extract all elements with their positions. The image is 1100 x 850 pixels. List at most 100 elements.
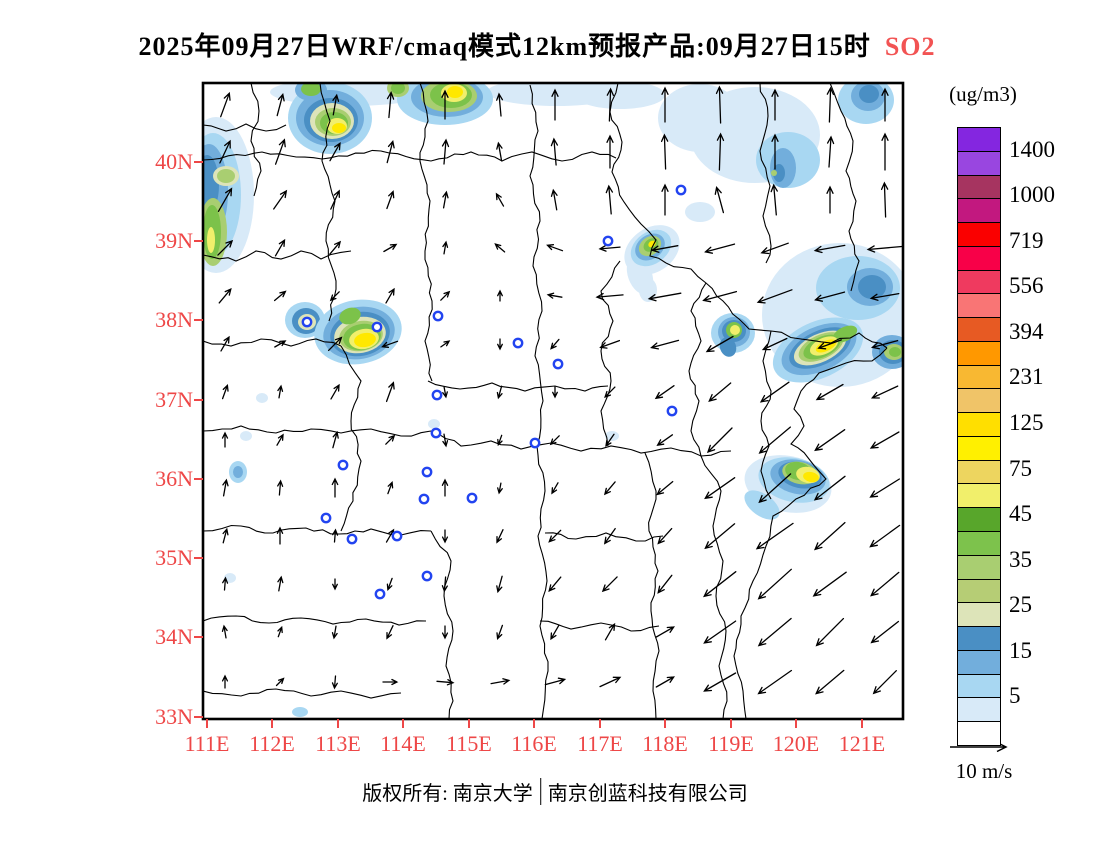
legend-color-cell [958,317,1000,341]
wind-arrow [760,242,789,255]
city-marker [666,405,678,417]
wind-arrow [755,522,794,550]
wind-arrow [544,677,567,686]
wind-arrow [551,482,559,495]
wind-arrow [826,86,835,123]
wind-arrow [604,622,616,641]
wind-arrow [497,338,503,351]
wind-arrow [387,480,394,495]
city-marker [374,588,386,600]
wind-arrow [604,386,616,398]
wind-arrow [327,336,343,352]
city-marker [675,184,687,196]
wind-arrow [647,292,682,302]
wind-arrow [550,338,560,350]
wind-arrow [220,91,231,118]
wind-arrow [277,479,284,496]
wind-scale-label: 10 m/s [955,759,1013,783]
wind-arrow [277,384,284,399]
wind-arrow [331,625,338,640]
legend-color-cell [958,340,1000,365]
city-marker [466,492,478,504]
lat-label-33N: 33N [155,704,193,729]
legend-label-1000: 1000 [1009,182,1055,208]
city-marker [421,570,433,582]
legend-color-cell [958,128,1000,151]
footer-separator [539,778,541,805]
lat-label-37N: 37N [155,387,193,412]
wind-arrow [385,434,396,445]
wind-arrow [654,385,675,400]
legend-color-cell [958,626,1000,650]
wind-arrow [606,87,615,122]
legend-label-125: 125 [1009,410,1044,435]
wind-arrow [869,524,901,548]
wind-arrow [385,287,395,304]
lat-label-38N: 38N [155,307,193,332]
legend-label-35: 35 [1009,546,1032,572]
city-marker [431,389,443,401]
lat-label-34N: 34N [155,624,193,649]
wind-arrow [814,429,846,452]
wind-arrow [330,189,340,210]
wind-arrow [277,625,283,638]
legend-label-45: 45 [1009,501,1032,527]
legend-color-cell [958,483,1000,508]
wind-arrow [222,527,229,544]
wind-arrow [441,576,448,593]
lat-label-40N: 40N [155,149,193,174]
wind-arrow [440,340,451,348]
city-marker [301,316,313,328]
wind-arrow [495,192,505,207]
legend-color-cell [958,673,1000,698]
lon-label-114E: 114E [380,731,426,756]
lon-label-118E: 118E [642,731,688,756]
lon-label-111E: 111E [184,731,230,756]
city-marker [430,427,442,439]
wind-arrow [276,433,284,446]
wind-arrow [815,669,845,695]
wind-arrow [546,292,563,299]
wind-arrow [386,625,394,640]
wind-arrow [218,287,232,304]
wind-arrow [656,434,674,447]
wind-arrow [332,578,338,591]
city-marker [320,512,332,524]
lon-label-120E: 120E [772,731,820,756]
wind-arrow [217,187,233,212]
wind-arrow [872,670,897,695]
wind-arrow [770,183,778,216]
wind-arrow [441,625,449,640]
wind-arrow [550,188,558,211]
wind-arrow [599,676,622,688]
legend-color-cell [958,412,1000,436]
wind-arrow [548,529,562,543]
legend-color-cell [958,531,1000,555]
lon-label-116E: 116E [511,731,557,756]
legend-color-cell [958,198,1000,223]
wind-arrow [276,92,285,117]
wind-arrow [716,132,725,171]
title-text: 2025年09月27日WRF/cmaq模式12km预报产品:09月27日15时 [138,32,871,61]
wind-arrow [869,478,901,498]
legend-label-556: 556 [1009,273,1044,299]
legend-color-cell [958,507,1000,532]
wind-arrow [815,617,845,647]
wind-arrow [217,239,234,256]
wind-arrow [813,244,846,254]
wind-arrow [771,133,779,170]
lon-label-113E: 113E [315,731,361,756]
wind-arrow [329,240,342,255]
wind-arrow [703,571,737,598]
wind-arrow [708,382,732,402]
legend-color-cell [958,554,1000,579]
wind-arrow [657,527,673,545]
wind-arrow [381,340,399,348]
wind-arrow [550,624,560,641]
legend-color-cell [958,245,1000,270]
wind-arrow [756,289,793,304]
legend-label-231: 231 [1009,364,1044,390]
pollutant-label: SO2 [884,32,936,61]
city-marker [512,337,524,349]
